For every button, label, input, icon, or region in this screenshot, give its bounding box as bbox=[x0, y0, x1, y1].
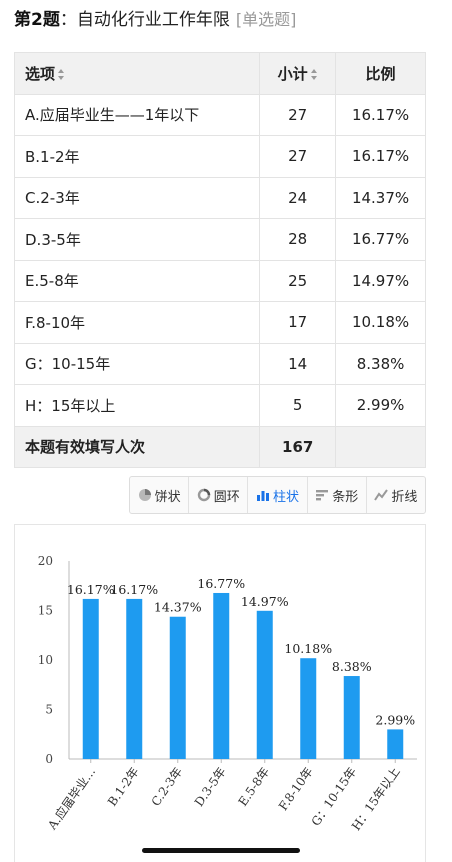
ratio-cell: 14.37% bbox=[335, 176, 426, 219]
bar bbox=[343, 676, 360, 759]
table-row: G：10-15年 14 8.38% bbox=[13, 342, 426, 385]
data-label: 16.17% bbox=[110, 582, 158, 597]
tab-bar-label: 柱状 bbox=[273, 489, 300, 505]
table-row: F.8-10年 17 10.18% bbox=[13, 301, 426, 344]
option-cell: E.5-8年 bbox=[13, 259, 261, 302]
data-label: 10.18% bbox=[284, 641, 332, 656]
table-header-row: 选项 小计 比例 bbox=[13, 52, 426, 95]
bar bbox=[300, 658, 317, 759]
data-label: 16.17% bbox=[67, 582, 115, 597]
pie-icon bbox=[138, 489, 151, 501]
colon: ： bbox=[59, 10, 77, 30]
tab-ring-label: 圆环 bbox=[213, 489, 240, 505]
count-cell: 17 bbox=[259, 301, 337, 344]
stats-table: 选项 小计 比例 A.应届毕业生——1年以下 27 16.17% B.1-2年 27 1… bbox=[13, 52, 426, 468]
tab-line-label: 折线 bbox=[391, 489, 418, 505]
x-tick-label: E.5-8年 bbox=[236, 765, 273, 809]
data-label: 14.97% bbox=[241, 594, 289, 609]
chart-type-switcher: 饼状 圆环 柱状 条形 折线 bbox=[129, 476, 426, 514]
tab-horizontal-bar[interactable]: 条形 bbox=[308, 477, 367, 513]
table-row: A.应届毕业生——1年以下 27 16.17% bbox=[13, 93, 426, 136]
chart-container: 0 5 10 15 20 16.17% A.应届毕业… 16.17% B.1-2年 14.37% C… bbox=[14, 524, 426, 862]
tab-pie-label: 饼状 bbox=[154, 489, 181, 505]
sort-icon[interactable] bbox=[310, 68, 318, 80]
count-cell: 27 bbox=[259, 135, 337, 178]
total-ratio bbox=[335, 425, 426, 468]
sort-icon[interactable] bbox=[58, 68, 65, 80]
data-label: 14.37% bbox=[154, 600, 202, 615]
bar bbox=[256, 610, 273, 759]
total-row: 本题有效填写人次 167 bbox=[13, 425, 426, 468]
header-count-label: 小计 bbox=[277, 64, 308, 83]
y-tick-label: 10 bbox=[38, 653, 53, 667]
ratio-cell: 16.77% bbox=[335, 218, 426, 261]
question-text: 自动化行业工作年限 bbox=[76, 10, 230, 30]
option-cell: A.应届毕业生——1年以下 bbox=[13, 93, 261, 136]
ratio-cell: 16.17% bbox=[335, 135, 426, 178]
total-count: 167 bbox=[259, 425, 337, 468]
option-cell: C.2-3年 bbox=[13, 176, 261, 219]
tab-horizontal-bar-label: 条形 bbox=[332, 489, 359, 505]
option-cell: F.8-10年 bbox=[13, 301, 261, 344]
option-cell: B.1-2年 bbox=[13, 135, 261, 178]
data-label: 16.77% bbox=[197, 576, 245, 591]
question-title: 第2题：自动化行业工作年限 [单选题] bbox=[14, 8, 296, 32]
ratio-cell: 16.17% bbox=[335, 93, 426, 136]
table-row: C.2-3年 24 14.37% bbox=[13, 176, 426, 219]
line-chart-icon bbox=[374, 489, 389, 501]
count-cell: 28 bbox=[259, 218, 337, 261]
count-cell: 27 bbox=[259, 93, 337, 136]
ratio-cell: 8.38% bbox=[335, 342, 426, 385]
x-tick-label: C.2-3年 bbox=[149, 765, 186, 809]
bar-chart: 0 5 10 15 20 16.17% A.应届毕业… 16.17% B.1-2年 14.37% C… bbox=[38, 554, 417, 833]
x-tick-label: A.应届毕业… bbox=[44, 764, 98, 833]
home-indicator[interactable] bbox=[142, 848, 300, 853]
bar bbox=[82, 598, 99, 759]
y-tick-label: 15 bbox=[38, 604, 53, 618]
bar bbox=[169, 616, 186, 759]
table-row: H：15年以上 5 2.99% bbox=[13, 384, 426, 427]
x-tick-label: D.3-5年 bbox=[192, 765, 229, 809]
x-tick-label: F.8-10年 bbox=[276, 765, 316, 813]
horizontal-bar-icon bbox=[316, 490, 329, 501]
header-ratio: 比例 bbox=[335, 52, 426, 95]
header-option[interactable]: 选项 bbox=[13, 52, 261, 95]
tab-line[interactable]: 折线 bbox=[367, 477, 425, 513]
count-cell: 14 bbox=[259, 342, 337, 385]
option-cell: G：10-15年 bbox=[13, 342, 261, 385]
table-row: E.5-8年 25 14.97% bbox=[13, 259, 426, 302]
ring-icon bbox=[197, 488, 210, 502]
bar-chart-icon bbox=[257, 491, 269, 501]
y-tick-label: 5 bbox=[45, 703, 53, 717]
question-type: [单选题] bbox=[235, 10, 297, 29]
tab-pie[interactable]: 饼状 bbox=[130, 477, 190, 513]
bar bbox=[213, 592, 230, 759]
total-label: 本题有效填写人次 bbox=[13, 425, 261, 468]
tab-ring[interactable]: 圆环 bbox=[189, 477, 249, 513]
x-tick-label: B.1-2年 bbox=[105, 765, 142, 809]
count-cell: 24 bbox=[259, 176, 337, 219]
y-tick-label: 20 bbox=[38, 554, 53, 568]
bar bbox=[126, 598, 143, 759]
ratio-cell: 2.99% bbox=[335, 384, 426, 427]
header-count[interactable]: 小计 bbox=[259, 52, 337, 95]
y-tick-label: 0 bbox=[45, 752, 53, 766]
option-cell: D.3-5年 bbox=[13, 218, 261, 261]
x-tick-label: G：10-15年 bbox=[309, 765, 360, 829]
bar bbox=[387, 729, 404, 759]
count-cell: 25 bbox=[259, 259, 337, 302]
data-label: 8.38% bbox=[332, 659, 372, 674]
ratio-cell: 14.97% bbox=[335, 259, 426, 302]
tab-bar[interactable]: 柱状 bbox=[248, 477, 308, 513]
ratio-cell: 10.18% bbox=[335, 301, 426, 344]
header-option-label: 选项 bbox=[25, 64, 56, 83]
option-cell: H：15年以上 bbox=[13, 384, 261, 427]
header-ratio-label: 比例 bbox=[365, 64, 396, 83]
data-label: 2.99% bbox=[375, 712, 415, 727]
table-row: D.3-5年 28 16.77% bbox=[13, 218, 426, 261]
question-number: 第2题 bbox=[14, 10, 60, 30]
table-row: B.1-2年 27 16.17% bbox=[13, 135, 426, 178]
count-cell: 5 bbox=[259, 384, 337, 427]
